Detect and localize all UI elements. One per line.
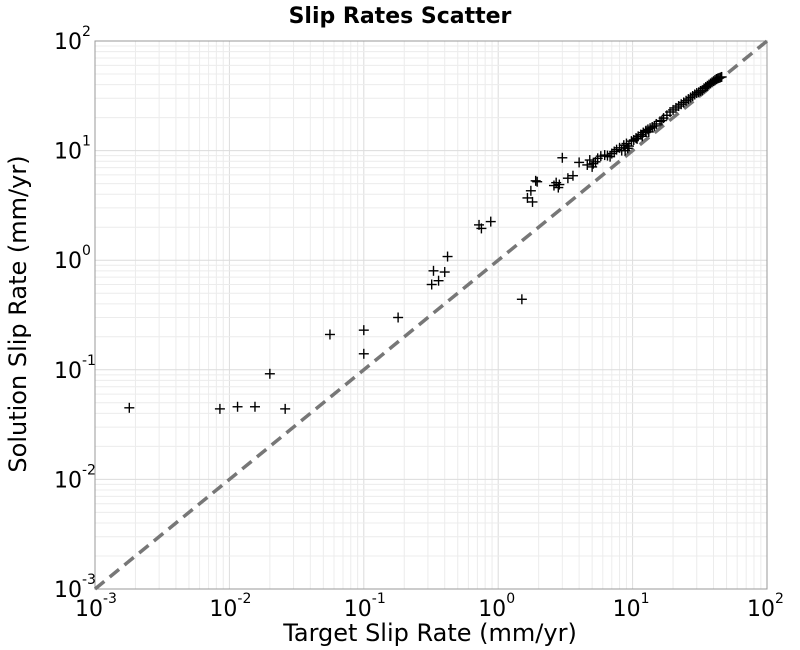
y-tick-label: 101 bbox=[54, 134, 91, 165]
data-point bbox=[562, 173, 573, 184]
data-point bbox=[582, 159, 593, 170]
data-point bbox=[609, 146, 620, 157]
x-tick-label: 101 bbox=[613, 591, 650, 622]
data-point bbox=[358, 325, 369, 336]
x-tick-label: 102 bbox=[747, 591, 784, 622]
data-point bbox=[620, 145, 631, 156]
data-point bbox=[532, 176, 543, 187]
data-point bbox=[574, 157, 585, 168]
y-tick-label: 102 bbox=[54, 24, 91, 55]
data-point bbox=[622, 143, 633, 154]
y-tick-label: 10-3 bbox=[54, 572, 96, 603]
data-point bbox=[358, 348, 369, 359]
data-point bbox=[214, 403, 225, 414]
x-ticks: 10-3 10-2 10-1 100 101 102 bbox=[75, 591, 784, 622]
data-point bbox=[264, 368, 275, 379]
x-tick-label: 10-3 bbox=[75, 591, 117, 622]
x-tick-label: 10-2 bbox=[209, 591, 251, 622]
data-point bbox=[522, 192, 533, 203]
y-ticks: 10-3 10-2 10-1 100 101 102 bbox=[54, 24, 96, 603]
data-point bbox=[476, 223, 487, 234]
data-point bbox=[428, 265, 439, 276]
data-point bbox=[716, 71, 727, 82]
data-point bbox=[656, 115, 667, 126]
y-axis-label: Solution Slip Rate (mm/yr) bbox=[4, 155, 32, 472]
data-point bbox=[621, 138, 632, 149]
data-point bbox=[642, 124, 653, 135]
y-tick-label: 100 bbox=[54, 243, 91, 274]
data-point bbox=[632, 133, 643, 144]
data-point bbox=[649, 120, 660, 131]
data-point bbox=[525, 185, 536, 196]
data-point bbox=[530, 175, 541, 186]
data-point bbox=[442, 251, 453, 262]
data-point bbox=[641, 125, 652, 136]
grid bbox=[94, 41, 767, 590]
y-tick-label: 10-2 bbox=[54, 462, 96, 493]
data-point bbox=[588, 158, 599, 169]
data-point bbox=[527, 196, 538, 207]
data-point bbox=[393, 312, 404, 323]
data-point bbox=[567, 170, 578, 181]
data-point bbox=[433, 275, 444, 286]
points bbox=[124, 71, 727, 414]
data-point bbox=[673, 101, 684, 112]
data-point bbox=[324, 329, 335, 340]
data-point bbox=[439, 267, 450, 278]
x-tick-label: 10-1 bbox=[344, 591, 386, 622]
x-tick-label: 100 bbox=[478, 591, 515, 622]
data-point bbox=[516, 294, 527, 305]
data-point bbox=[124, 402, 135, 413]
data-point bbox=[426, 279, 437, 290]
data-point bbox=[280, 403, 291, 414]
chart-title: Slip Rates Scatter bbox=[289, 4, 512, 29]
data-point bbox=[249, 401, 260, 412]
data-point bbox=[557, 152, 568, 163]
data-point bbox=[554, 179, 565, 190]
data-point bbox=[485, 216, 496, 227]
y-tick-label: 10-1 bbox=[54, 353, 96, 384]
x-axis-label: Target Slip Rate (mm/yr) bbox=[282, 619, 577, 647]
reference-line bbox=[93, 39, 769, 591]
data-point bbox=[232, 401, 243, 412]
plot-frame bbox=[94, 40, 768, 590]
data-point bbox=[637, 131, 648, 142]
